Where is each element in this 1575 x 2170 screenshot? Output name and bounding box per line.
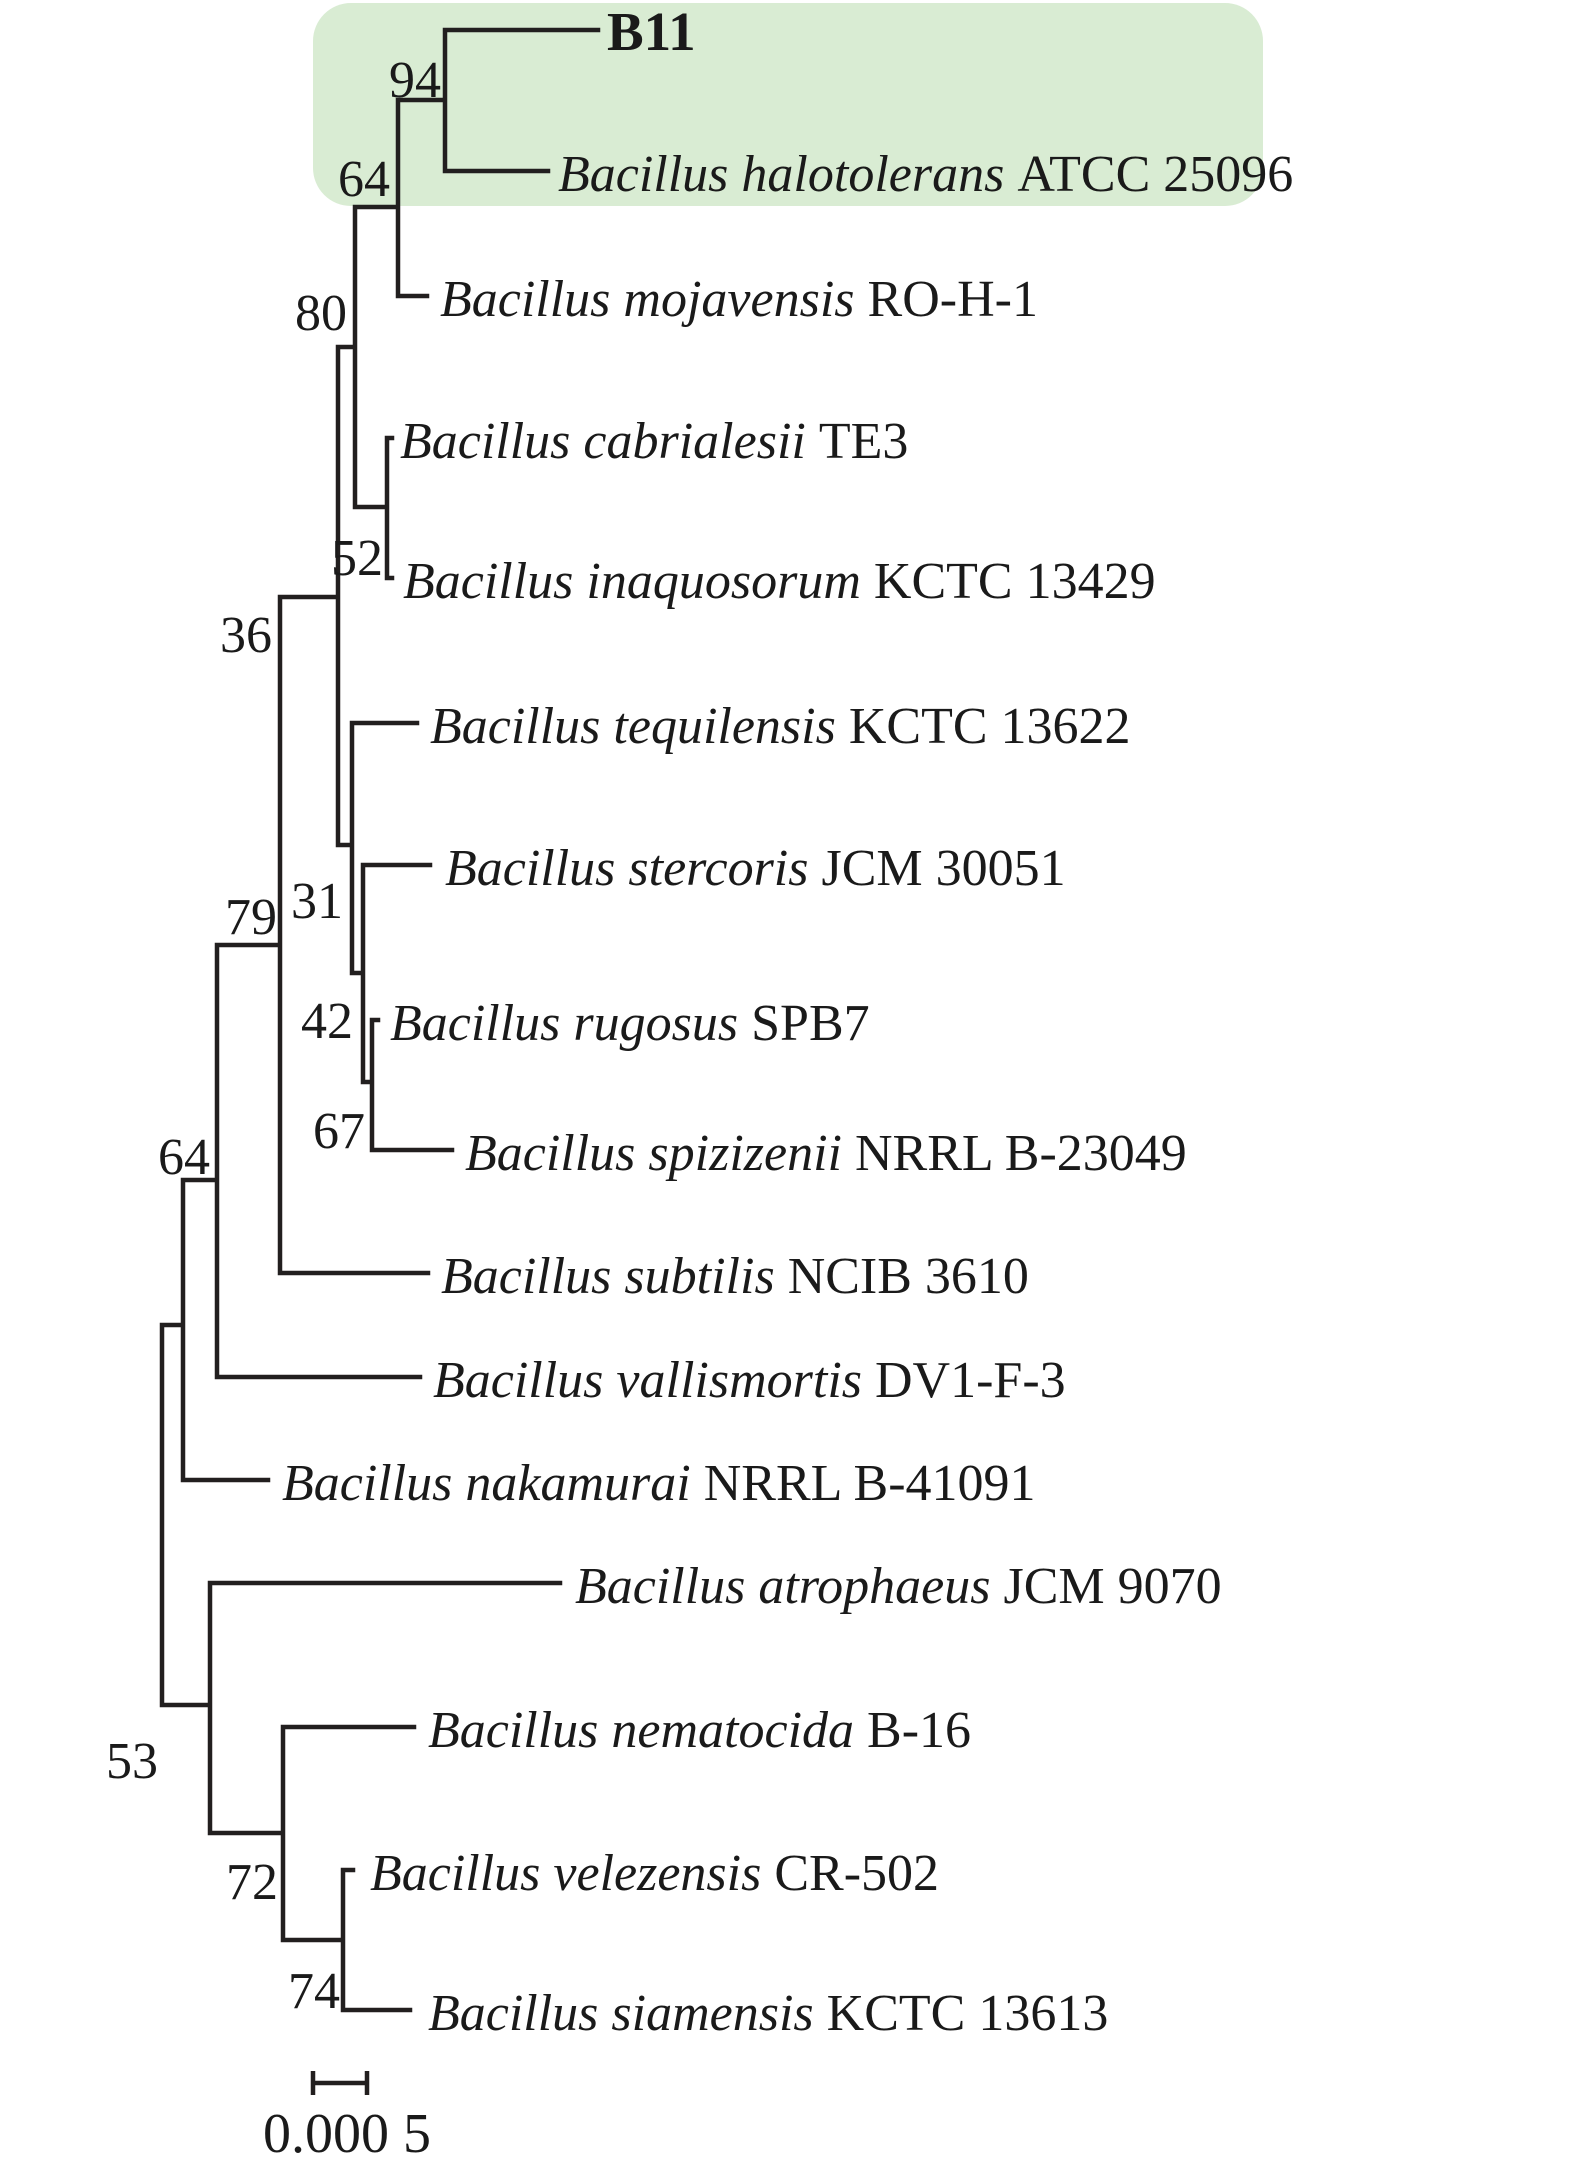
species-name: Bacillus spizizenii bbox=[465, 1125, 842, 1182]
species-name: Bacillus vallismortis bbox=[433, 1352, 862, 1409]
taxon-label-halotolerans: Bacillus halotolerans ATCC 25096 bbox=[558, 146, 1293, 203]
bootstrap-value-80: 80 bbox=[295, 285, 347, 342]
taxon-label-atrophaeus: Bacillus atrophaeus JCM 9070 bbox=[575, 1558, 1222, 1615]
strain-name: NRRL B-23049 bbox=[855, 1125, 1187, 1182]
taxon-label-nakamurai: Bacillus nakamurai NRRL B-41091 bbox=[282, 1455, 1036, 1512]
species-name: Bacillus nematocida bbox=[428, 1702, 854, 1759]
strain-name: NRRL B-41091 bbox=[704, 1455, 1036, 1512]
taxon-label-subtilis: Bacillus subtilis NCIB 3610 bbox=[441, 1248, 1029, 1305]
strain-name: KCTC 13613 bbox=[827, 1985, 1109, 2042]
taxon-label-stercoris: Bacillus stercoris JCM 30051 bbox=[445, 840, 1066, 897]
tree-branches bbox=[159, 27, 601, 2013]
strain-name: CR-502 bbox=[774, 1845, 939, 1902]
bootstrap-value-31: 31 bbox=[291, 873, 343, 930]
bootstrap-value-72: 72 bbox=[226, 1854, 278, 1911]
strain-name: NCIB 3610 bbox=[788, 1248, 1029, 1305]
species-name: Bacillus tequilensis bbox=[430, 698, 836, 755]
taxon-label-vallismortis: Bacillus vallismortis DV1-F-3 bbox=[433, 1352, 1066, 1409]
taxon-label-rugosus: Bacillus rugosus SPB7 bbox=[390, 995, 870, 1052]
taxon-label-cabrialesii: Bacillus cabrialesii TE3 bbox=[400, 413, 908, 470]
species-name: Bacillus subtilis bbox=[441, 1248, 775, 1305]
strain-name: DV1-F-3 bbox=[875, 1352, 1066, 1409]
taxon-label-tequilensis: Bacillus tequilensis KCTC 13622 bbox=[430, 698, 1131, 755]
strain-name: TE3 bbox=[819, 413, 909, 470]
species-name: Bacillus mojavensis bbox=[440, 271, 855, 328]
strain-name: ATCC 25096 bbox=[1017, 146, 1293, 203]
scale-bar-line bbox=[310, 2071, 370, 2095]
species-name: Bacillus rugosus bbox=[390, 995, 738, 1052]
species-name: Bacillus cabrialesii bbox=[400, 413, 806, 470]
bootstrap-value-42: 42 bbox=[301, 993, 353, 1050]
taxon-label-siamensis: Bacillus siamensis KCTC 13613 bbox=[428, 1985, 1108, 2042]
strain-name: JCM 30051 bbox=[822, 840, 1066, 897]
bootstrap-value-67: 67 bbox=[313, 1103, 365, 1160]
bootstrap-value-64b: 64 bbox=[158, 1129, 210, 1186]
taxon-label-inaquosorum: Bacillus inaquosorum KCTC 13429 bbox=[403, 553, 1156, 610]
strain-name: KCTC 13622 bbox=[849, 698, 1131, 755]
taxon-label-velezensis: Bacillus velezensis CR-502 bbox=[370, 1845, 939, 1902]
strain-name: KCTC 13429 bbox=[874, 553, 1156, 610]
species-name: Bacillus siamensis bbox=[428, 1985, 814, 2042]
bootstrap-value-79: 79 bbox=[225, 889, 277, 946]
bootstrap-value-64: 64 bbox=[338, 151, 390, 208]
bootstrap-value-52: 52 bbox=[331, 530, 383, 587]
species-name: Bacillus stercoris bbox=[445, 840, 809, 897]
taxon-label-mojavensis: Bacillus mojavensis RO-H-1 bbox=[440, 271, 1038, 328]
taxon-label-b11: B11 bbox=[607, 1, 696, 62]
species-name: Bacillus velezensis bbox=[370, 1845, 761, 1902]
taxon-label-nematocida: Bacillus nematocida B-16 bbox=[428, 1702, 971, 1759]
bootstrap-value-74: 74 bbox=[288, 1963, 340, 2020]
taxon-label-spizizenii: Bacillus spizizenii NRRL B-23049 bbox=[465, 1125, 1187, 1182]
species-name: Bacillus nakamurai bbox=[282, 1455, 691, 1512]
strain-name: RO-H-1 bbox=[868, 271, 1038, 328]
scale-bar: 0.000 5 bbox=[263, 2071, 431, 2165]
species-name: Bacillus atrophaeus bbox=[575, 1558, 991, 1615]
strain-name: JCM 9070 bbox=[1004, 1558, 1222, 1615]
strain-name: SPB7 bbox=[751, 995, 870, 1052]
species-name: Bacillus inaquosorum bbox=[403, 553, 861, 610]
species-name: Bacillus halotolerans bbox=[558, 146, 1004, 203]
highlight-box-b11-clade bbox=[313, 3, 1263, 206]
bootstrap-value-53: 53 bbox=[106, 1733, 158, 1790]
strain-name: B-16 bbox=[867, 1702, 971, 1759]
bootstrap-value-36: 36 bbox=[220, 607, 272, 664]
bootstrap-value-94: 94 bbox=[389, 52, 441, 109]
scale-bar-label: 0.000 5 bbox=[263, 2103, 431, 2165]
